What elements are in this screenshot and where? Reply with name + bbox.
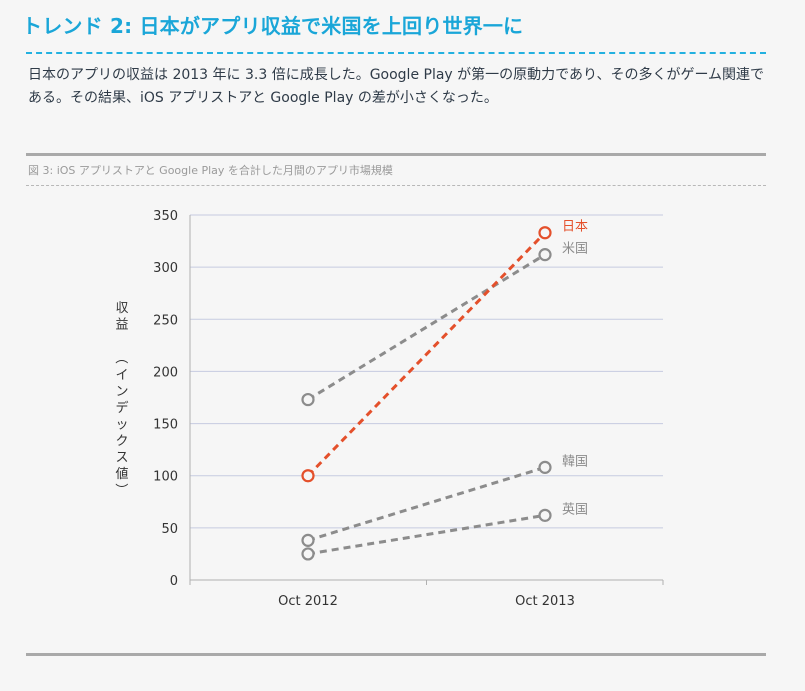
figure-top-divider: [26, 153, 766, 156]
intro-paragraph: 日本のアプリの収益は 2013 年に 3.3 倍に成長した。Google Pla…: [28, 67, 765, 106]
data-point: [301, 469, 315, 483]
series-label: 韓国: [562, 454, 588, 469]
y-tick-label: 350: [153, 209, 178, 224]
series-line: [307, 253, 546, 401]
series-line: [307, 465, 546, 542]
y-tick-label: 0: [170, 574, 178, 589]
series-label: 米国: [562, 242, 588, 257]
y-tick-label: 100: [153, 470, 178, 485]
y-tick-label: 250: [153, 313, 178, 328]
y-axis-label-char: イ: [115, 368, 128, 383]
y-axis-label-char: ス: [115, 451, 128, 466]
y-tick-label: 50: [161, 522, 178, 537]
page-title: トレンド 2: 日本がアプリ収益で米国を上回り世界一に: [22, 14, 524, 38]
y-axis-label-char: （: [113, 351, 128, 364]
x-tick-label: Oct 2012: [278, 594, 338, 609]
caption-divider: [26, 185, 766, 186]
y-axis-label-char: ク: [115, 434, 128, 449]
x-tick-label: Oct 2013: [515, 594, 575, 609]
y-axis-label-char: ン: [115, 385, 128, 400]
data-point: [538, 460, 552, 474]
axes: 0 50 100 150 200 250 300 350 Oct 2012 Oct 2013: [153, 209, 664, 609]
y-tick-label: 150: [153, 418, 178, 433]
y-axis-label-char: ッ: [115, 418, 128, 433]
data-point: [538, 248, 552, 262]
y-axis-label-char: デ: [115, 400, 128, 416]
y-tick-label: 300: [153, 261, 178, 276]
y-axis-label-char: 益: [115, 318, 128, 333]
series-lines: [301, 226, 552, 561]
title-divider: [26, 52, 766, 54]
series-line: [306, 231, 547, 477]
data-point: [538, 226, 552, 240]
data-point: [301, 533, 315, 547]
data-point: [301, 547, 315, 561]
series-label: 英国: [562, 502, 588, 517]
grid-lines: [190, 214, 663, 529]
data-point: [538, 508, 552, 522]
y-axis-label-char: 値: [115, 466, 128, 482]
figure-caption: 図 3: iOS アプリストアと Google Play を合計した月間のアプリ…: [28, 164, 393, 177]
series-line: [307, 513, 546, 556]
data-point: [301, 392, 315, 407]
figure-bottom-divider: [26, 653, 766, 656]
y-axis-label-char: ）: [113, 483, 128, 496]
series-label: 日本: [562, 220, 588, 235]
y-tick-label: 200: [153, 365, 178, 380]
y-axis-label-char: 収: [115, 301, 128, 316]
